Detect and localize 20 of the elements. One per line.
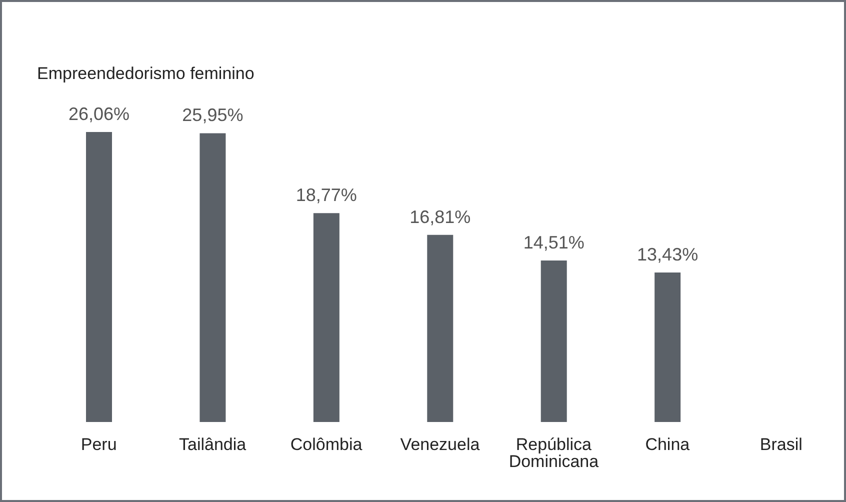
x-tick-label: Brasil: [760, 435, 802, 454]
bar: [540, 260, 567, 422]
data-label: 18,77%: [296, 185, 357, 206]
x-tick-label: Colômbia: [290, 435, 363, 454]
bar: [86, 132, 112, 422]
chart-title: Empreendedorismo feminino: [37, 64, 254, 84]
data-label: 13,43%: [637, 244, 698, 265]
x-tick-label: Peru: [80, 435, 117, 454]
x-tick-label: Venezuela: [400, 435, 480, 454]
bar: [654, 272, 681, 422]
data-label: 16,81%: [410, 206, 471, 227]
x-tick-label: Tailândia: [179, 435, 247, 454]
bar: [427, 234, 454, 422]
data-label: 26,06%: [68, 104, 130, 124]
x-tick-label: República Dominicana: [508, 435, 600, 472]
bar: [313, 213, 340, 422]
bar: [200, 133, 226, 422]
data-label: 14,51%: [523, 232, 584, 253]
x-tick-label: China: [645, 435, 690, 454]
data-label: 25,95%: [182, 105, 244, 126]
